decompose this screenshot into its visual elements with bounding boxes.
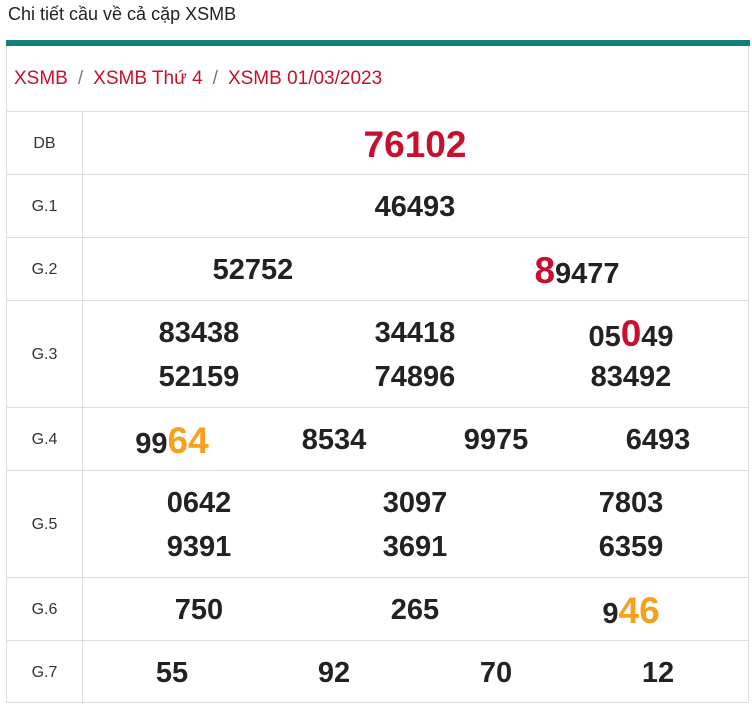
prize-number: 6359 <box>598 531 664 563</box>
prize-number: 92 <box>317 657 351 689</box>
row-g7: G.7 55 92 70 12 <box>7 640 748 704</box>
row-label: G.4 <box>7 408 83 471</box>
row-g5: G.5 0642 3097 7803 9391 3691 6359 <box>7 470 748 578</box>
prize-number: 3097 <box>382 487 448 519</box>
prize-number-highlighted: 9964 <box>135 420 209 461</box>
breadcrumb-link-date[interactable]: XSMB 01/03/2023 <box>227 68 383 89</box>
row-g1: G.1 46493 <box>7 174 748 238</box>
prize-number: 12 <box>641 657 675 689</box>
prize-number: 46493 <box>374 191 456 223</box>
row-label: G.5 <box>7 471 83 578</box>
prize-number: 0642 <box>166 487 232 519</box>
prize-number: 3691 <box>382 531 448 563</box>
page-title: Chi tiết cầu về cả cặp XSMB <box>8 4 237 24</box>
prize-number-highlighted: 946 <box>602 590 660 631</box>
prize-number: 750 <box>174 594 224 626</box>
prize-number: 74896 <box>374 361 456 393</box>
row-g2: G.2 52752 89477 <box>7 237 748 301</box>
row-g3: G.3 83438 34418 05049 52159 74896 83492 <box>7 300 748 408</box>
prize-number: 55 <box>155 657 189 689</box>
special-prize-number: 76102 <box>363 124 467 165</box>
prize-number: 52752 <box>212 254 294 286</box>
row-label: G.3 <box>7 301 83 408</box>
row-label: G.1 <box>7 175 83 238</box>
prize-number: 265 <box>390 594 440 626</box>
prize-number: 7803 <box>598 487 664 519</box>
row-g6: G.6 750 265 946 <box>7 577 748 641</box>
breadcrumb: XSMB / XSMB Thứ 4/XSMB 01/03/2023 <box>14 68 383 89</box>
prize-number: 52159 <box>158 361 240 393</box>
prize-number-highlighted: 89477 <box>534 250 620 291</box>
row-db: DB 76102 <box>7 111 748 175</box>
breadcrumb-link-thu-4[interactable]: XSMB Thứ 4 <box>93 68 203 89</box>
breadcrumb-link-xsmb[interactable]: XSMB <box>14 68 68 89</box>
prize-number: 83492 <box>590 361 672 393</box>
row-label: DB <box>7 112 83 175</box>
prize-number: 9391 <box>166 531 232 563</box>
prize-number: 8534 <box>301 424 367 456</box>
row-label: G.6 <box>7 578 83 641</box>
prize-number-highlighted: 05049 <box>588 313 674 354</box>
row-label: G.2 <box>7 238 83 301</box>
accent-bar <box>6 40 750 46</box>
prize-number: 9975 <box>463 424 529 456</box>
row-g4: G.4 9964 8534 9975 6493 <box>7 407 748 471</box>
row-label: G.7 <box>7 641 83 704</box>
prize-number: 83438 <box>158 317 240 349</box>
prize-number: 6493 <box>625 424 691 456</box>
prize-number: 70 <box>479 657 513 689</box>
prize-number: 34418 <box>374 317 456 349</box>
